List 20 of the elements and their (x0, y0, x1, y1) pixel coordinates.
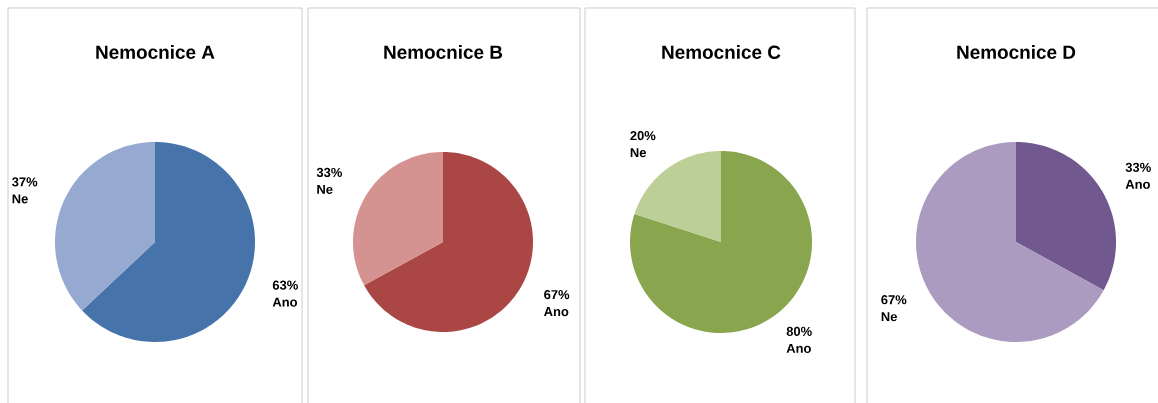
slice-label: Ne (12, 194, 28, 204)
data-label: 80% (786, 326, 812, 337)
chart-title: Nemocnice C (662, 45, 781, 59)
slice-label: Ano (544, 307, 569, 317)
slice-label: Ano (786, 343, 811, 353)
chart-title: Nemocnice D (957, 45, 1076, 59)
data-label: 37% (12, 177, 38, 187)
data-label: 63% (272, 280, 298, 290)
slice-label: Ne (881, 312, 897, 322)
chart-title: Nemocnice A (96, 45, 215, 59)
data-label: 67% (544, 290, 570, 300)
data-label: 67% (881, 295, 907, 305)
data-label: 33% (1125, 162, 1151, 172)
slice-label: Ano (1125, 179, 1150, 189)
slice-label: Ano (272, 297, 298, 307)
data-label: 20% (630, 131, 656, 141)
slice-label: Ne (630, 148, 646, 158)
slice-label: Ne (317, 184, 333, 194)
chart-title: Nemocnice B (384, 45, 503, 59)
data-label: 33% (316, 167, 342, 178)
